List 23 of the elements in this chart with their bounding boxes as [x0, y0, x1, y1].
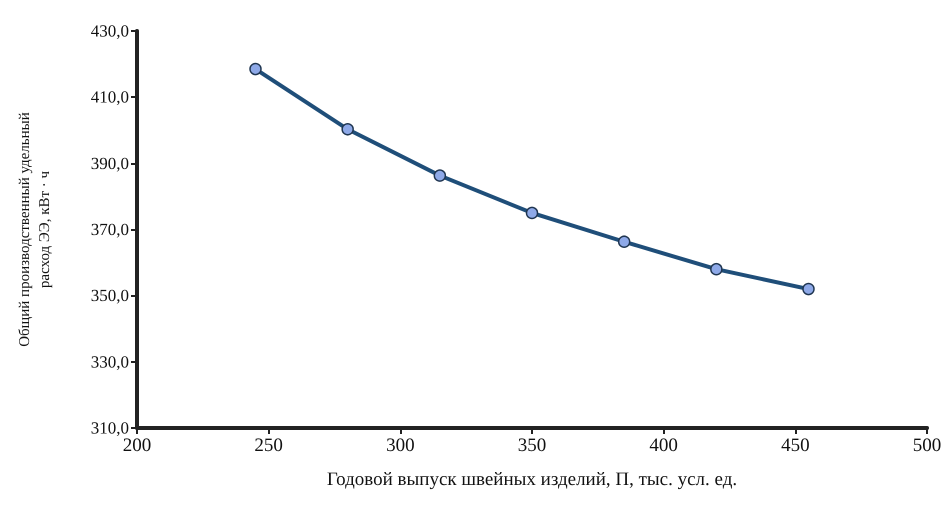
- x-tick-label: 450: [781, 435, 810, 456]
- y-tick-label: 410,0: [90, 88, 129, 107]
- x-tick-label: 350: [518, 435, 546, 456]
- y-axis-title: Общий производственный удельный расход ЭЭ, кВт · ч: [17, 112, 53, 347]
- y-tick-label: 330,0: [90, 352, 129, 372]
- point: [526, 206, 538, 220]
- x-tick-label: 250: [254, 435, 283, 456]
- y-tick-label: 430,0: [90, 22, 129, 40]
- y-tick-label: 310,0: [90, 418, 129, 438]
- x-tick-label: 500: [912, 435, 942, 456]
- point: [618, 235, 630, 248]
- y-tick-label: 370,0: [90, 220, 129, 239]
- x-tick-label: 200: [122, 435, 152, 456]
- point: [341, 123, 354, 136]
- x-axis-title: Годовой выпуск швейных изделий, П, тыс. усл. ед.: [326, 469, 738, 490]
- point: [249, 62, 262, 76]
- point: [434, 169, 446, 182]
- x-tick-label: 400: [649, 435, 678, 456]
- x-tick-label: 300: [386, 435, 415, 456]
- point: [802, 282, 815, 296]
- y-tick-label: 350,0: [90, 286, 129, 306]
- y-tick-label: 390,0: [90, 154, 129, 173]
- point: [710, 262, 723, 276]
